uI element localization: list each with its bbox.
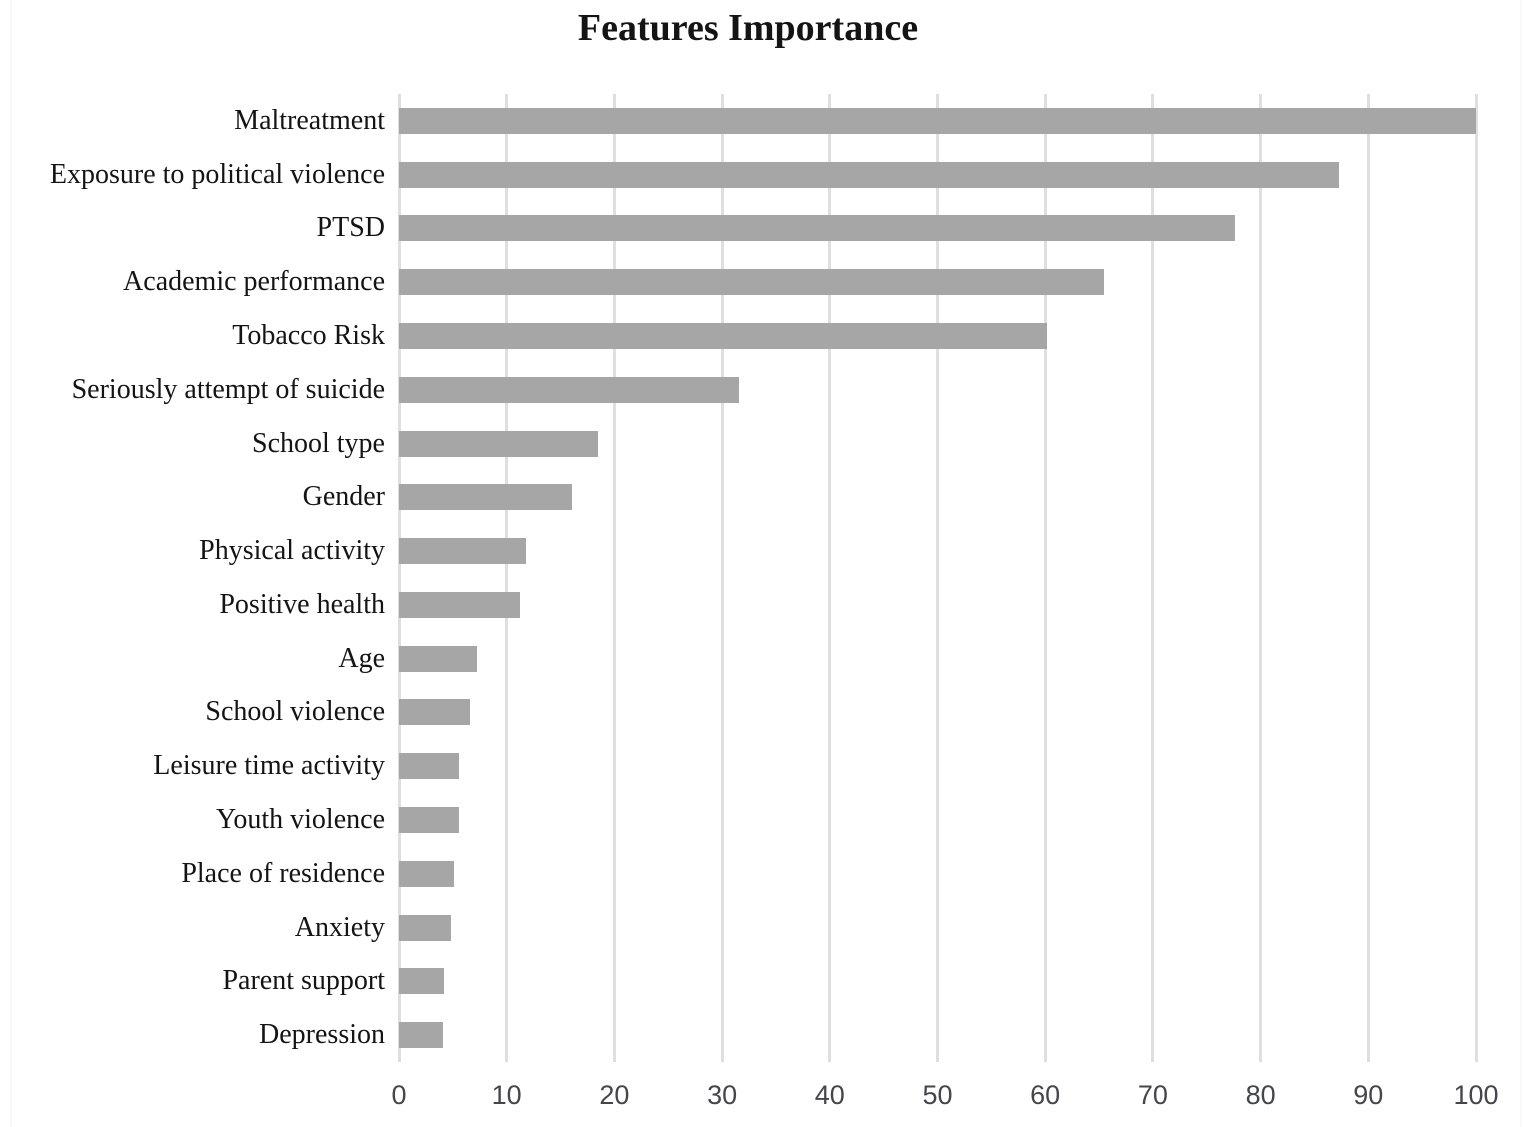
category-label: Age [338,642,385,674]
category-label: Gender [302,481,385,513]
bar [399,376,740,403]
chart-title: Features Importance [577,7,919,49]
bar [399,968,445,995]
gridline-x-20 [612,94,616,1063]
category-label: Leisure time activity [153,750,385,782]
category-label: Academic performance [123,266,385,298]
gridline-x-90 [1366,94,1370,1063]
bar [399,807,460,834]
gridline-x-10 [505,94,509,1063]
bar [399,753,460,780]
category-label: Parent support [222,965,385,997]
category-label: Seriously attempt of suicide [71,373,385,405]
gridline-x-40 [828,94,832,1063]
category-label: Depression [259,1019,385,1051]
x-tick-label-10: 10 [491,1080,522,1110]
bar [399,860,454,887]
bar [399,323,1048,349]
gridline-x-50 [936,94,939,1063]
bar [399,269,1105,296]
right-edge-line [1520,0,1522,1127]
category-label: Youth violence [215,804,385,835]
bar [399,430,599,457]
x-tick-label-50: 50 [922,1080,953,1110]
bar [399,538,527,565]
gridline-x-30 [720,94,724,1063]
x-tick-label-70: 70 [1137,1080,1168,1110]
gridline-x-70 [1151,94,1155,1063]
bar [399,1022,444,1049]
x-tick-label-80: 80 [1245,1080,1276,1110]
category-label: Place of residence [181,857,385,889]
bar [399,591,520,618]
gridline-x-100 [1474,94,1478,1063]
bar [399,107,1476,134]
x-tick-label-60: 60 [1030,1080,1061,1110]
left-edge-line [10,0,12,1127]
category-label: School type [252,427,385,459]
x-tick-label-0: 0 [391,1080,407,1110]
bar [399,161,1340,188]
bar [399,699,471,726]
gridline-x-0 [397,94,401,1063]
x-tick-label-90: 90 [1353,1080,1384,1110]
bar [399,484,573,511]
bar [399,215,1235,242]
bar [399,645,477,672]
x-tick-label-40: 40 [814,1080,845,1110]
category-label: PTSD [316,212,385,244]
x-tick-label-20: 20 [599,1080,630,1110]
category-label: School violence [205,696,385,728]
category-label: Tobacco Risk [232,319,385,351]
x-tick-label-100: 100 [1453,1080,1499,1110]
category-label: Physical activity [199,535,385,567]
gridline-x-80 [1259,94,1263,1063]
category-label: Exposure to political violence [49,158,385,190]
category-label: Positive health [219,588,385,620]
category-label: Anxiety [294,911,385,943]
gridline-x-60 [1043,94,1047,1063]
bar [399,914,451,941]
category-label: Maltreatment [234,104,385,136]
x-tick-label-30: 30 [707,1080,738,1110]
